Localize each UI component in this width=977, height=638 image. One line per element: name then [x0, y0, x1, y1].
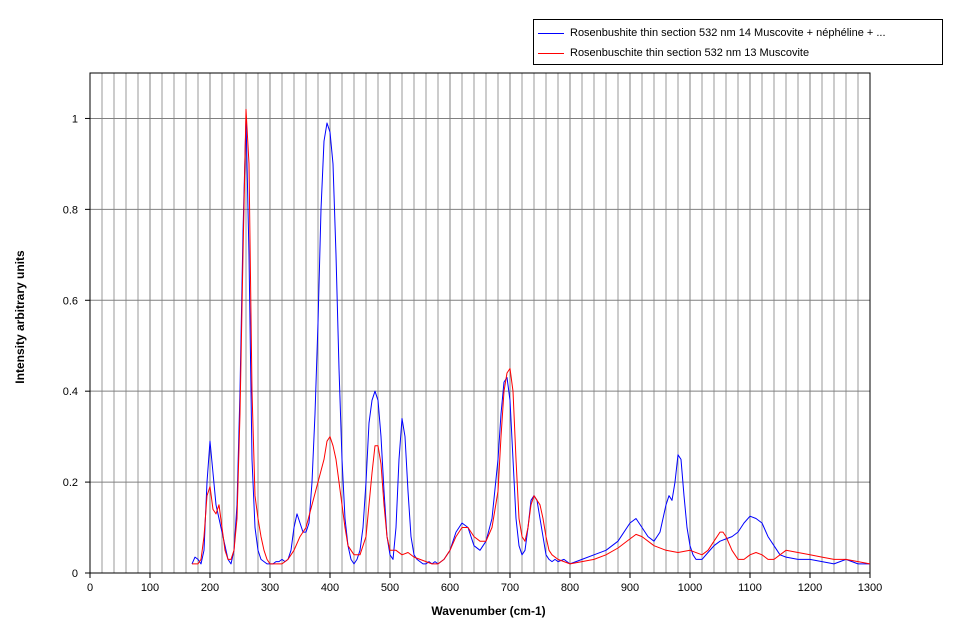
x-tick-label: 700 [501, 582, 519, 594]
y-tick-label: 0 [72, 568, 78, 580]
legend-label-series-2: Rosenbuschite thin section 532 nm 13 Mus… [570, 47, 810, 59]
y-tick-label: 1 [72, 113, 78, 125]
x-tick-label: 900 [621, 582, 639, 594]
legend-item-series-2: Rosenbuschite thin section 532 nm 13 Mus… [538, 45, 809, 61]
plot-area-frame [89, 72, 871, 574]
y-tick-label: 0.8 [63, 204, 78, 216]
x-tick-label: 100 [141, 582, 159, 594]
y-tick-label: 0.2 [63, 477, 78, 489]
x-tick-label: 400 [321, 582, 339, 594]
series-line-2 [192, 108, 871, 565]
x-axis-title: Wavenumber (cm-1) [431, 604, 546, 618]
legend-item-series-1: Rosenbushite thin section 532 nm 14 Musc… [538, 25, 886, 41]
x-tick-label: 1000 [678, 582, 702, 594]
series-layer [191, 108, 871, 565]
x-tick-label: 1100 [738, 582, 762, 594]
legend-label-series-1: Rosenbushite thin section 532 nm 14 Musc… [570, 27, 886, 39]
x-tick-label: 0 [87, 582, 93, 594]
y-axis-title: Intensity arbitrary units [13, 250, 27, 384]
y-tick-label: 0.6 [63, 295, 78, 307]
x-tick-label: 600 [441, 582, 459, 594]
x-tick-label: 300 [261, 582, 279, 594]
legend-swatch-series-1 [538, 32, 564, 34]
x-tick-label: 800 [561, 582, 579, 594]
x-tick-label: 1200 [798, 582, 822, 594]
x-tick-label: 200 [201, 582, 219, 594]
y-axis-ticks: 0 0.2 0.4 0.6 0.8 1 [63, 113, 90, 580]
x-axis-ticks: 0 100 200 300 400 500 600 700 800 900 1000 1100 1200… [87, 573, 882, 594]
legend: Rosenbushite thin section 532 nm 14 Musc… [533, 19, 943, 65]
x-tick-label: 500 [381, 582, 399, 594]
x-tick-label: 1300 [858, 582, 882, 594]
y-tick-label: 0.4 [63, 386, 78, 398]
legend-swatch-series-2 [538, 52, 564, 54]
